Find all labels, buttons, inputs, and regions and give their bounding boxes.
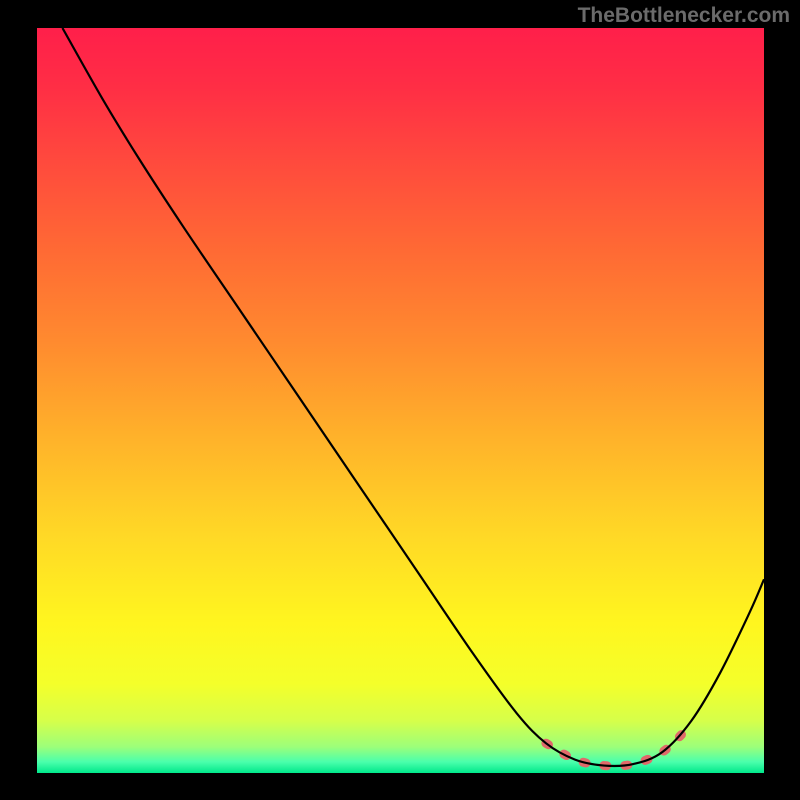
curve-layer bbox=[37, 28, 764, 773]
plot-area bbox=[37, 28, 764, 773]
main-curve bbox=[62, 28, 764, 766]
plot-frame bbox=[37, 28, 764, 773]
attribution-text: TheBottlenecker.com bbox=[578, 4, 790, 28]
trough-highlight bbox=[546, 732, 684, 766]
